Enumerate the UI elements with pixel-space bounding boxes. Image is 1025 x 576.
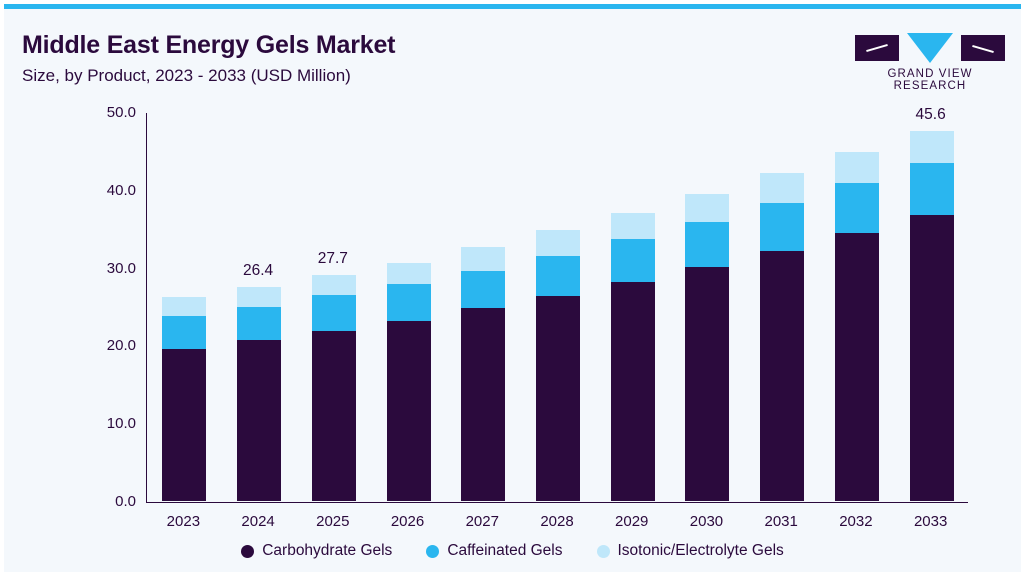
x-axis-tick-label: 2023 <box>166 513 201 530</box>
bar-group <box>685 193 730 501</box>
page-subtitle: Size, by Product, 2023 - 2033 (USD Milli… <box>22 66 351 85</box>
y-axis-tick-label: 50.0 <box>106 104 136 121</box>
bar-segment <box>909 162 954 215</box>
logo-triangle-icon <box>907 33 953 63</box>
bar-group <box>162 297 207 501</box>
bar-segment <box>237 287 282 307</box>
y-axis-tick-label: 20.0 <box>106 337 136 355</box>
bar-segment <box>909 214 954 501</box>
legend-swatch-icon <box>596 544 610 558</box>
bar-segment <box>834 151 879 183</box>
bar-segment <box>461 308 506 501</box>
bar-segment <box>685 193 730 222</box>
bar-value-label: 27.7 <box>317 249 348 267</box>
bar-segment <box>386 320 431 501</box>
bar-group <box>610 213 655 501</box>
bar-segment <box>610 238 655 282</box>
bar-group <box>909 130 954 501</box>
bar-value-label: 45.6 <box>915 105 946 123</box>
bar-segment <box>760 173 805 204</box>
x-axis-tick-label: 2027 <box>465 513 499 530</box>
bar-segment <box>386 262 431 284</box>
legend-item[interactable]: Caffeinated Gels <box>426 542 563 560</box>
x-axis-tick-label: 2024 <box>241 513 275 530</box>
legend-item[interactable]: Isotonic/Electrolyte Gels <box>596 542 784 560</box>
bar-segment <box>536 255 580 296</box>
logo-right-box-icon <box>961 35 1005 61</box>
bar-group <box>237 287 282 501</box>
legend-label: Caffeinated Gels <box>447 542 563 559</box>
x-axis-tick-label: 2029 <box>615 513 649 530</box>
logo-marks <box>855 31 1005 65</box>
bar-segment <box>461 246 506 271</box>
bar-group <box>461 246 506 501</box>
bar-group <box>311 274 356 501</box>
bar-segment <box>311 294 356 331</box>
bar-segment <box>162 315 207 349</box>
legend-label: Isotonic/Electrolyte Gels <box>617 542 784 559</box>
x-axis-tick-label: 2030 <box>689 513 724 530</box>
bar-segment <box>760 203 805 252</box>
x-axis-tick-label: 2026 <box>390 513 425 530</box>
chart-card: Middle East Energy Gels Market Size, by … <box>4 4 1021 572</box>
bar-segment <box>909 130 954 163</box>
y-axis-tick-label: 40.0 <box>106 181 136 199</box>
bar-segment <box>237 306 282 340</box>
bar-group <box>536 229 580 501</box>
bar-group <box>386 262 431 501</box>
bar-segment <box>685 266 730 501</box>
legend-label: Carbohydrate Gels <box>262 542 393 559</box>
bar-group <box>760 173 805 501</box>
bar-segment <box>610 213 655 239</box>
bar-segment <box>162 348 207 501</box>
bar-value-label: 26.4 <box>242 262 274 280</box>
logo-left-box-icon <box>855 35 899 61</box>
y-axis-tick-label: 30.0 <box>106 259 136 277</box>
bar-segment <box>536 295 580 501</box>
bar-segment <box>162 297 207 316</box>
x-axis-tick-label: 2032 <box>839 513 873 530</box>
bar-segment <box>461 270 506 309</box>
chart-legend: Carbohydrate Gels Caffeinated Gels Isotoni… <box>4 542 1021 560</box>
y-axis-tick-label: 0.0 <box>115 493 136 510</box>
bar-segment <box>685 221 730 267</box>
bar-segment <box>237 339 282 501</box>
page-title: Middle East Energy Gels Market <box>22 31 396 59</box>
bar-segment <box>536 229 580 256</box>
x-axis-tick-label: 2025 <box>316 513 350 530</box>
bar-segment <box>386 283 431 321</box>
x-axis-tick-label: 2031 <box>764 513 798 530</box>
bar-segment <box>834 182 879 234</box>
y-axis-tick-label: 10.0 <box>106 415 136 433</box>
plot-area <box>146 113 968 503</box>
bar-segment <box>760 251 805 501</box>
legend-item[interactable]: Carbohydrate Gels <box>241 542 392 560</box>
bar-segment <box>834 233 879 501</box>
x-axis-tick-label: 2033 <box>913 513 948 530</box>
bar-segment <box>610 281 655 501</box>
legend-swatch-icon <box>241 544 255 558</box>
brand-logo: GRAND VIEW RESEARCH <box>855 31 1005 92</box>
bar-segment <box>311 274 356 295</box>
legend-swatch-icon <box>426 544 440 558</box>
x-axis-tick-label: 2028 <box>540 513 574 530</box>
bar-group <box>834 151 879 501</box>
logo-text: GRAND VIEW RESEARCH <box>887 68 973 92</box>
bar-segment <box>311 330 356 501</box>
